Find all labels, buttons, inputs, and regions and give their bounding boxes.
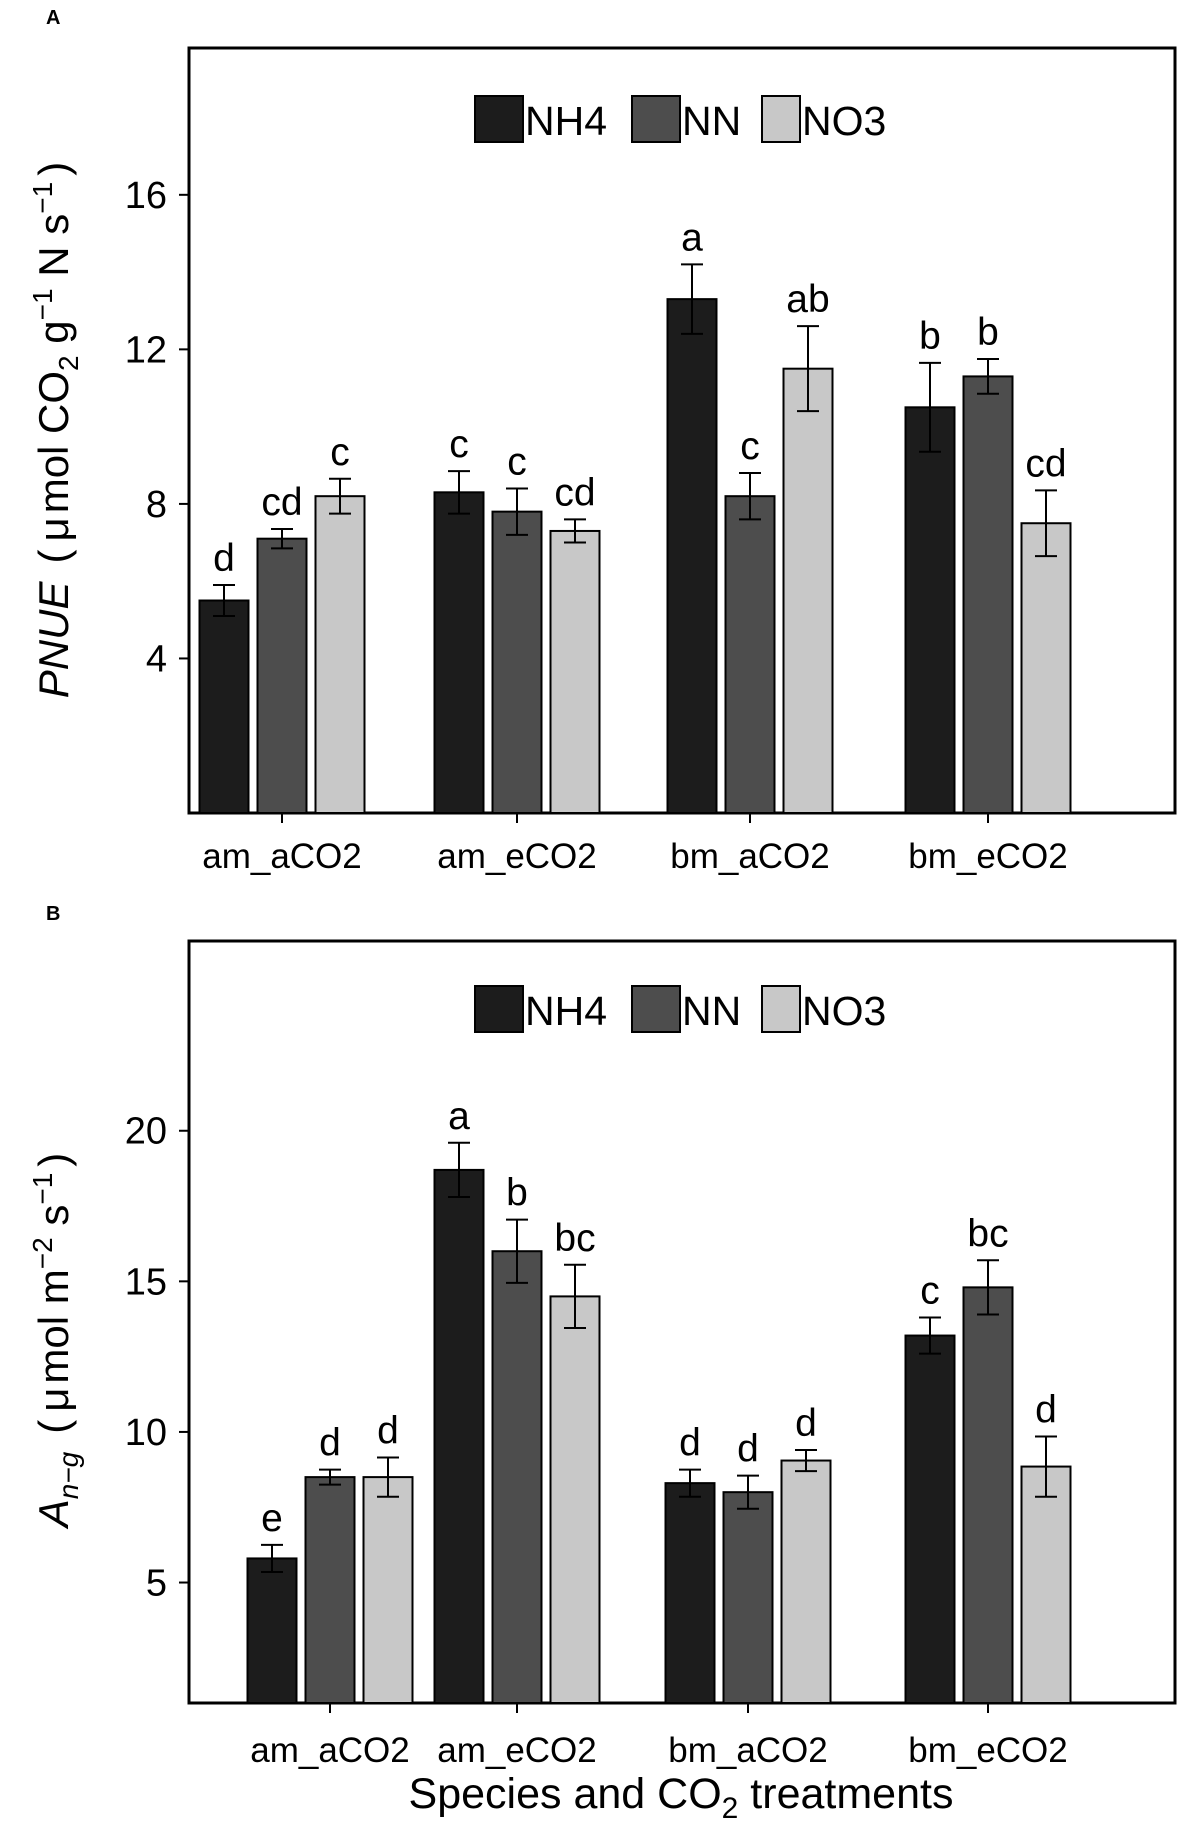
panel-b-bar-nn bbox=[962, 1286, 1014, 1704]
panel-b-significance-letter: e bbox=[261, 1497, 283, 1540]
panel-a-y-axis-label: PNUE(μmol CO2 g−1 N s−1) bbox=[27, 162, 84, 698]
panel-a-y-tick-label: 8 bbox=[146, 484, 167, 526]
panel-b-significance-letter: d bbox=[679, 1422, 701, 1465]
panel-a-significance-letter: cd bbox=[261, 481, 302, 524]
panel-b-significance-letter: c bbox=[920, 1269, 940, 1312]
panel-a-bar-no3 bbox=[782, 367, 834, 814]
panel-a-bar-no3 bbox=[549, 529, 601, 814]
panel-a-bar-no3 bbox=[314, 495, 366, 814]
panel-a-y-tick-label: 16 bbox=[125, 175, 167, 217]
panel-a-significance-letter: ab bbox=[786, 278, 829, 321]
panel-b-x-tick-label: am_aCO2 bbox=[250, 1731, 410, 1770]
panel-b-bar-no3 bbox=[549, 1295, 601, 1704]
panel-b-significance-letter: d bbox=[737, 1428, 759, 1471]
panel-b-bar-nh4 bbox=[904, 1334, 956, 1704]
panel-b-y-tick-label: 20 bbox=[125, 1111, 167, 1153]
panel-a-legend-swatch-nn bbox=[631, 95, 681, 143]
panel-a-significance-letter: c bbox=[740, 425, 760, 468]
panel-a-bar-nh4 bbox=[433, 491, 485, 814]
panel-a-significance-letter: b bbox=[919, 315, 941, 358]
panel-a-legend-label-no3: NO3 bbox=[802, 98, 886, 144]
panel-b-bar-no3 bbox=[1020, 1465, 1072, 1705]
panel-a-significance-letter: c bbox=[330, 431, 350, 474]
panel-b-bar-nh4 bbox=[433, 1168, 485, 1705]
panel-a-label: A bbox=[46, 7, 60, 29]
panel-b-bar-nh4 bbox=[246, 1557, 298, 1704]
panel-a-bar-nn bbox=[491, 510, 543, 814]
panel-a-bar-nn bbox=[256, 537, 308, 814]
panel-b-y-axis-label: An−g(μmol m−2 s−1) bbox=[27, 1153, 84, 1531]
panel-a-y-tick-label: 12 bbox=[125, 329, 167, 371]
panel-b-legend-swatch-no3 bbox=[761, 985, 801, 1033]
panel-b-legend-label-nh4: NH4 bbox=[525, 988, 607, 1034]
panel-a-x-tick-label: bm_aCO2 bbox=[670, 837, 830, 876]
panel-b-bar-nn bbox=[304, 1476, 356, 1705]
panel-b-significance-letter: bc bbox=[554, 1217, 595, 1260]
panel-a-y-tick-label: 4 bbox=[146, 638, 167, 680]
panel-b-label: B bbox=[46, 903, 60, 925]
panel-b-bar-nn bbox=[722, 1491, 774, 1704]
panel-b-significance-letter: d bbox=[377, 1410, 399, 1453]
panel-a-significance-letter: c bbox=[449, 423, 469, 466]
panel-a-x-tick-label: am_aCO2 bbox=[202, 837, 362, 876]
panel-a-bar-nh4 bbox=[666, 298, 718, 814]
panel-b-legend-label-no3: NO3 bbox=[802, 988, 886, 1034]
panel-a-significance-letter: a bbox=[681, 216, 703, 259]
panel-b-x-tick-label: bm_aCO2 bbox=[668, 1731, 828, 1770]
panel-b-y-tick-label: 15 bbox=[125, 1261, 167, 1303]
panel-a-bar-nn bbox=[724, 495, 776, 814]
panel-a-bar-nh4 bbox=[904, 406, 956, 814]
panel-b-x-tick-label: am_eCO2 bbox=[437, 1731, 597, 1770]
panel-b-legend-label-nn: NN bbox=[682, 988, 741, 1034]
panel-b-significance-letter: b bbox=[506, 1172, 528, 1215]
panel-a-significance-letter: b bbox=[977, 311, 999, 354]
panel-a-legend-swatch-no3 bbox=[761, 95, 801, 143]
panel-b-significance-letter: bc bbox=[967, 1212, 1008, 1255]
x-axis-title: Species and CO2 treatments bbox=[409, 1770, 954, 1825]
panel-a-bar-nh4 bbox=[198, 599, 250, 814]
panel-b-bar-nh4 bbox=[664, 1482, 716, 1705]
panel-a-significance-letter: cd bbox=[554, 471, 595, 514]
panel-b-legend-swatch-nn bbox=[631, 985, 681, 1033]
panel-b-x-tick-label: bm_eCO2 bbox=[908, 1731, 1068, 1770]
panel-a-bar-no3 bbox=[1020, 522, 1072, 815]
panel-a-significance-letter: d bbox=[213, 537, 235, 580]
panel-b-legend-swatch-nh4 bbox=[474, 985, 524, 1033]
panel-a-bar-nn bbox=[962, 375, 1014, 814]
panel-a-legend-label-nh4: NH4 bbox=[525, 98, 607, 144]
panel-b-significance-letter: d bbox=[795, 1402, 817, 1445]
panel-a-significance-letter: cd bbox=[1025, 442, 1066, 485]
panel-a-legend-label-nn: NN bbox=[682, 98, 741, 144]
panel-b-y-tick-label: 10 bbox=[125, 1412, 167, 1454]
panel-b-bar-nn bbox=[491, 1250, 543, 1704]
panel-a-legend-swatch-nh4 bbox=[474, 95, 524, 143]
panel-b-bar-no3 bbox=[780, 1459, 832, 1704]
panel-b-bar-no3 bbox=[362, 1476, 414, 1705]
panel-b-significance-letter: d bbox=[1035, 1388, 1057, 1431]
panel-b-y-tick-label: 5 bbox=[146, 1563, 167, 1605]
panel-a-significance-letter: c bbox=[507, 440, 527, 483]
panel-b-significance-letter: a bbox=[448, 1095, 470, 1138]
panel-a-x-tick-label: am_eCO2 bbox=[437, 837, 597, 876]
panel-b-significance-letter: d bbox=[319, 1422, 341, 1465]
panel-a-x-tick-label: bm_eCO2 bbox=[908, 837, 1068, 876]
